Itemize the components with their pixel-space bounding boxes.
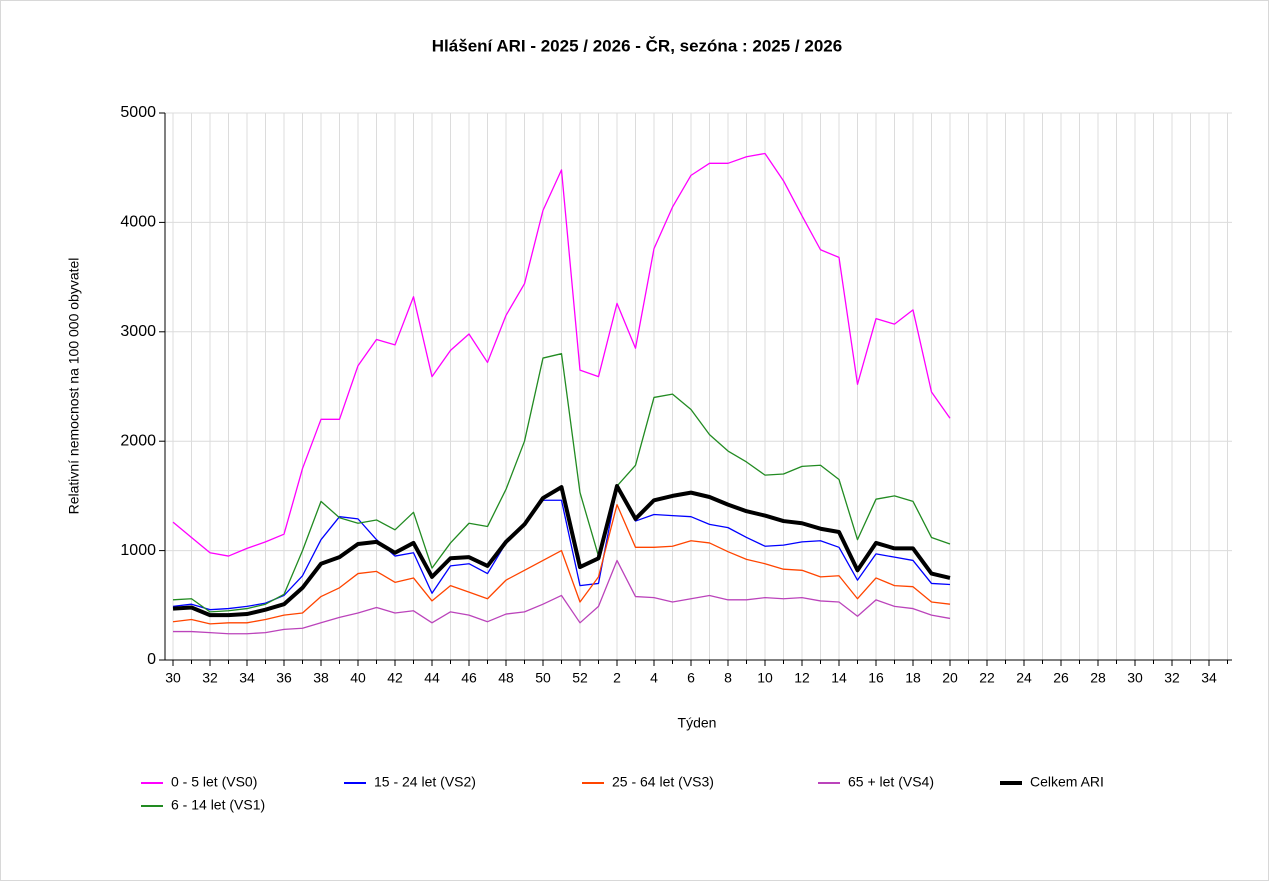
x-tick-label: 34 <box>239 670 255 686</box>
x-tick-label: 4 <box>650 670 658 686</box>
x-tick-label: 36 <box>276 670 292 686</box>
x-tick-label: 52 <box>572 670 588 686</box>
series-line <box>172 486 951 611</box>
x-tick-label: 32 <box>202 670 218 686</box>
axes: 30 32 34 36 38 40 42 44 46 48 50 52 2 4 6 8 10 12 14 16 18 20… <box>120 104 1232 686</box>
x-tick-label: 12 <box>794 670 810 686</box>
y-tick-label: 0 <box>147 651 156 668</box>
x-tick-label: 2 <box>613 670 621 686</box>
x-tick-label: 14 <box>831 670 847 686</box>
series-line <box>172 484 951 618</box>
x-tick-label: 48 <box>498 670 514 686</box>
legend-label: 25 - 64 let (VS3) <box>612 774 714 790</box>
x-tick-label: 50 <box>535 670 551 686</box>
x-tick-label: 26 <box>1053 670 1069 686</box>
x-axis-label: Týden <box>678 715 717 731</box>
x-tick-label: 42 <box>387 670 403 686</box>
series-line <box>172 152 951 557</box>
x-tick-label: 44 <box>424 670 440 686</box>
x-tick-label: 18 <box>905 670 921 686</box>
series-line <box>172 504 951 625</box>
x-tick-label: 40 <box>350 670 366 686</box>
x-tick-label: 20 <box>942 670 958 686</box>
x-tick-label: 28 <box>1090 670 1106 686</box>
x-tick-label: 22 <box>979 670 995 686</box>
y-tick-label: 4000 <box>120 214 156 231</box>
x-tick-label: 8 <box>724 670 732 686</box>
legend-label: 15 - 24 let (VS2) <box>374 774 476 790</box>
x-tick-label: 16 <box>868 670 884 686</box>
y-tick-label: 3000 <box>120 323 156 340</box>
x-tick-label: 46 <box>461 670 477 686</box>
y-tick-label: 5000 <box>120 104 156 121</box>
plot <box>172 152 951 635</box>
x-tick-label: 24 <box>1016 670 1032 686</box>
legend-label: 65 + let (VS4) <box>848 774 934 790</box>
x-tick-label: 10 <box>757 670 773 686</box>
y-axis-label: Relativní nemocnost na 100 000 obyvatel <box>66 258 82 515</box>
y-tick-label: 1000 <box>120 542 156 559</box>
x-tick-label: 30 <box>165 670 181 686</box>
y-tick-label: 2000 <box>120 432 156 449</box>
x-tick-label: 38 <box>313 670 329 686</box>
legend-label: 0 - 5 let (VS0) <box>171 774 257 790</box>
series-line <box>173 559 951 635</box>
x-tick-label: 32 <box>1164 670 1180 686</box>
x-tick-label: 6 <box>687 670 695 686</box>
x-tick-label: 34 <box>1201 670 1217 686</box>
legend: 0 - 5 let (VS0) 15 - 24 let (VS2) 25 - 64 … <box>141 774 1104 813</box>
legend-label: Celkem ARI <box>1030 774 1104 790</box>
x-tick-label: 30 <box>1127 670 1143 686</box>
chart-title: Hlášení ARI - 2025 / 2026 - ČR, sezóna :… <box>432 36 842 55</box>
series-line <box>172 353 951 613</box>
legend-label: 6 - 14 let (VS1) <box>171 797 265 813</box>
